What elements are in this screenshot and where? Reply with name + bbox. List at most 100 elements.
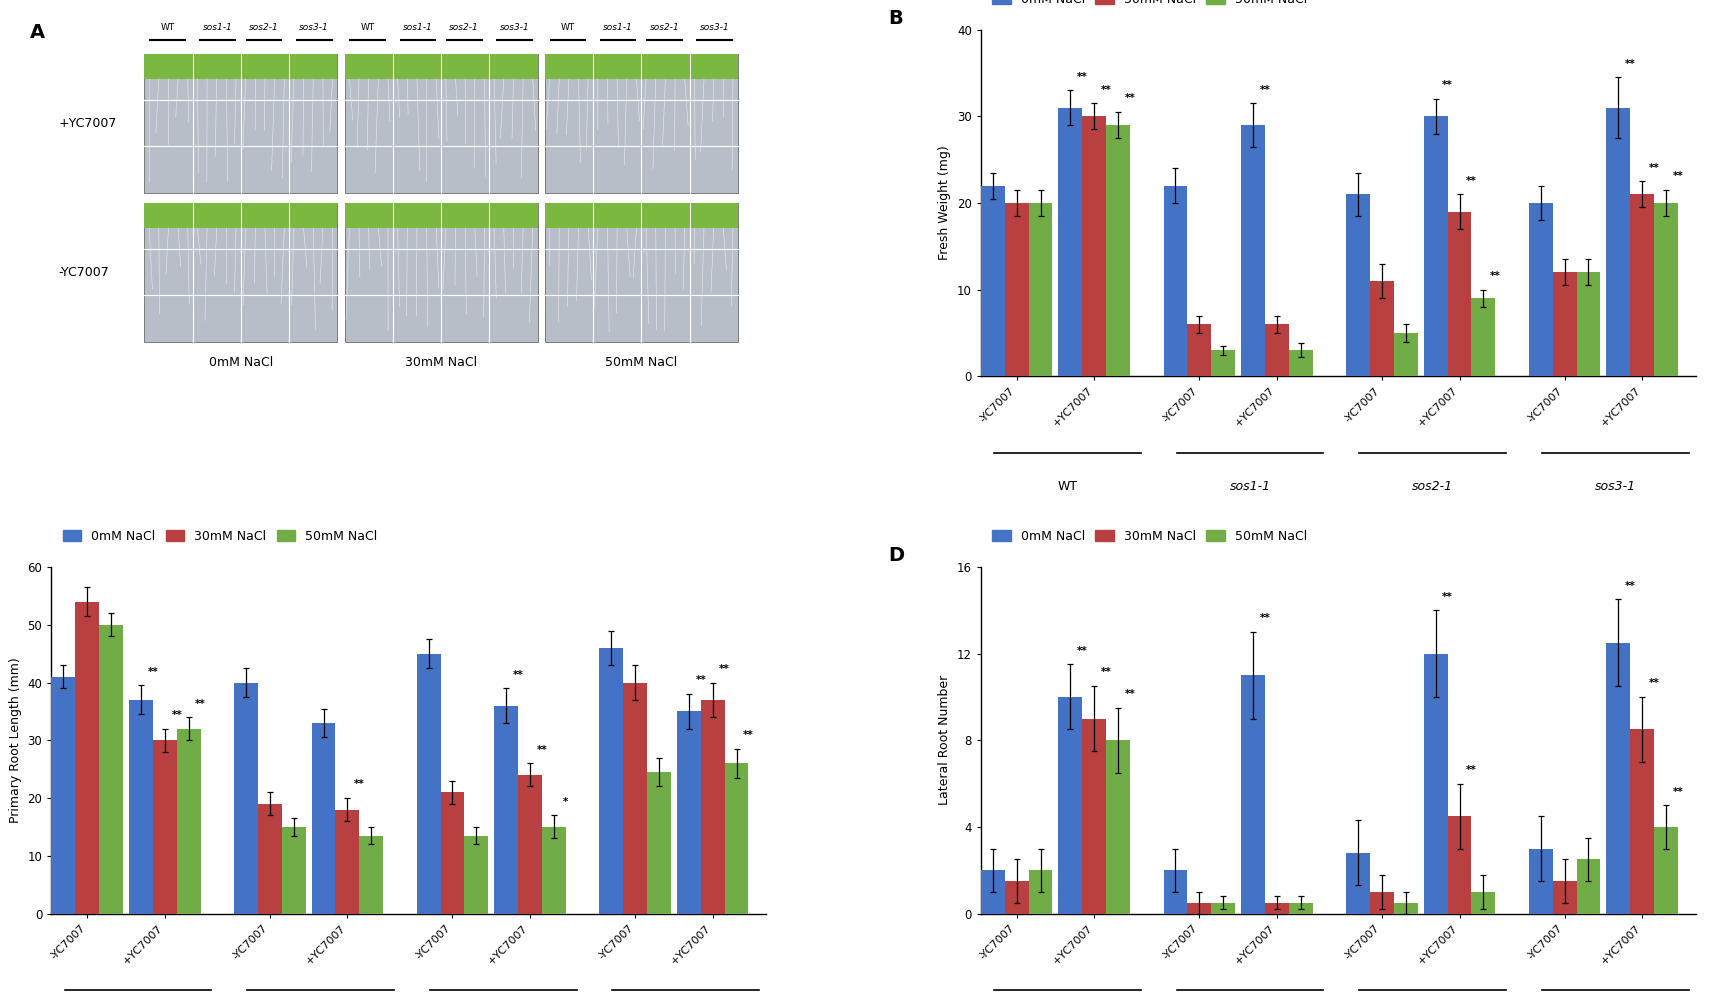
Bar (51, 677, 75, 914)
Legend: 0mM NaCl, 30mM NaCl, 50mM NaCl: 0mM NaCl, 30mM NaCl, 50mM NaCl (987, 0, 1312, 11)
Bar (1346, 195, 1370, 376)
Bar (1576, 272, 1600, 376)
Bar (1370, 281, 1394, 376)
Text: **: ** (1077, 71, 1088, 81)
Text: sos2-1: sos2-1 (449, 23, 480, 32)
Bar (1242, 125, 1264, 376)
Bar (1346, 853, 1370, 914)
Bar (1006, 881, 1028, 914)
Legend: 0mM NaCl, 30mM NaCl, 50mM NaCl: 0mM NaCl, 30mM NaCl, 50mM NaCl (58, 524, 382, 548)
Text: sos1-1: sos1-1 (202, 23, 233, 32)
Bar (1631, 730, 1655, 914)
Bar (336, 809, 360, 914)
Bar (1059, 108, 1083, 376)
Bar (1655, 827, 1679, 914)
Text: **: ** (743, 730, 754, 740)
Text: WT: WT (560, 23, 576, 32)
Bar (600, 647, 624, 914)
Bar (312, 723, 336, 914)
Bar (1370, 892, 1394, 914)
Text: sos1-1: sos1-1 (403, 23, 433, 32)
FancyBboxPatch shape (144, 204, 337, 228)
Text: **: ** (1672, 786, 1684, 796)
Text: **: ** (1648, 163, 1660, 173)
Y-axis label: Fresh Weight (mg): Fresh Weight (mg) (939, 146, 951, 260)
Text: *: * (564, 796, 569, 806)
FancyBboxPatch shape (545, 54, 738, 193)
Text: sos2-1: sos2-1 (649, 23, 680, 32)
Text: sos3-1: sos3-1 (699, 23, 730, 32)
Bar (99, 625, 123, 914)
Bar (176, 729, 200, 914)
Text: **: ** (1259, 84, 1271, 94)
Bar (152, 740, 176, 914)
FancyBboxPatch shape (144, 54, 337, 79)
Bar (440, 792, 464, 914)
Text: **: ** (171, 710, 182, 720)
Bar (128, 700, 152, 914)
Bar (701, 700, 725, 914)
Bar (1107, 740, 1131, 914)
Text: **: ** (1626, 59, 1636, 69)
Text: **: ** (355, 780, 365, 789)
Bar (75, 602, 99, 914)
Bar (1083, 116, 1107, 376)
Text: **: ** (1101, 84, 1112, 94)
Text: **: ** (1466, 176, 1477, 186)
Bar (1447, 816, 1471, 914)
Bar (1471, 298, 1495, 376)
Bar (1187, 903, 1211, 914)
Bar (1211, 903, 1235, 914)
Bar (1187, 325, 1211, 376)
Text: sos3-1: sos3-1 (1595, 481, 1636, 494)
FancyBboxPatch shape (344, 54, 538, 79)
Text: 50mM NaCl: 50mM NaCl (605, 356, 677, 369)
Bar (1607, 642, 1631, 914)
FancyBboxPatch shape (344, 204, 538, 228)
Text: **: ** (1442, 592, 1453, 602)
Bar (541, 827, 565, 914)
FancyBboxPatch shape (144, 204, 337, 342)
Bar (1211, 351, 1235, 376)
Text: **: ** (1125, 93, 1136, 103)
Bar (1107, 125, 1131, 376)
Bar (1059, 697, 1083, 914)
Bar (360, 835, 384, 914)
Text: sos1-1: sos1-1 (1230, 481, 1271, 494)
Text: sos3-1: sos3-1 (300, 23, 329, 32)
Text: sos2-1: sos2-1 (1412, 481, 1453, 494)
Bar (677, 711, 701, 914)
Text: +YC7007: +YC7007 (58, 117, 116, 130)
Bar (1394, 903, 1418, 914)
Y-axis label: Lateral Root Number: Lateral Root Number (939, 675, 951, 805)
Bar (648, 772, 671, 914)
Text: sos3-1: sos3-1 (500, 23, 529, 32)
Bar (1028, 870, 1052, 914)
Text: A: A (29, 23, 45, 42)
Text: **: ** (1077, 645, 1088, 655)
Bar (624, 682, 648, 914)
Bar (1576, 859, 1600, 914)
Bar (1163, 186, 1187, 376)
Bar (1288, 903, 1312, 914)
Text: **: ** (536, 745, 548, 755)
Text: **: ** (1626, 581, 1636, 591)
Bar (1264, 903, 1288, 914)
Legend: 0mM NaCl, 30mM NaCl, 50mM NaCl: 0mM NaCl, 30mM NaCl, 50mM NaCl (987, 524, 1312, 548)
Text: **: ** (1125, 689, 1136, 699)
Text: **: ** (1672, 172, 1684, 182)
FancyBboxPatch shape (545, 54, 738, 79)
Bar (1552, 881, 1576, 914)
Text: WT: WT (161, 23, 175, 32)
Text: -YC7007: -YC7007 (58, 266, 110, 279)
Bar (1288, 351, 1312, 376)
Bar (259, 803, 281, 914)
Bar (1471, 892, 1495, 914)
FancyBboxPatch shape (144, 54, 337, 193)
Bar (1528, 204, 1552, 376)
Bar (517, 775, 541, 914)
Text: **: ** (1490, 271, 1501, 281)
Text: sos1-1: sos1-1 (603, 23, 634, 32)
Bar (1083, 719, 1107, 914)
Bar (725, 764, 749, 914)
